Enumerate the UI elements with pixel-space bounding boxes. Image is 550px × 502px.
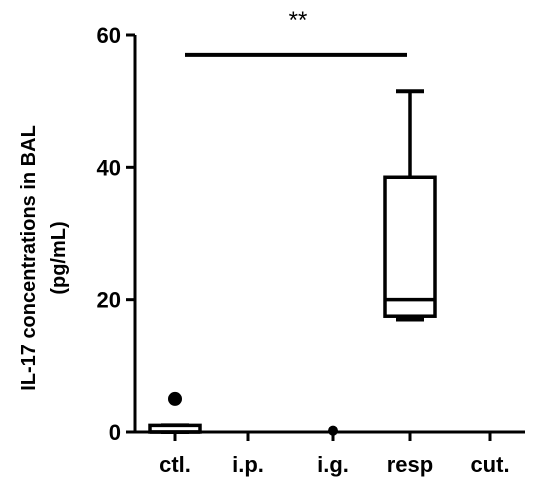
x-tick-label: resp <box>387 452 433 477</box>
y-axis-label: IL-17 concentrations in BAL (pg/mL) <box>18 125 70 391</box>
y-axis-label-line1: IL-17 concentrations in BAL <box>18 125 40 391</box>
x-tick-label: i.g. <box>317 452 349 477</box>
box-plots <box>148 89 437 436</box>
x-tick-label: ctl. <box>159 452 191 477</box>
box-ctl <box>148 391 202 434</box>
y-axis-label-line2: (pg/mL) <box>48 221 70 294</box>
box-ig <box>328 425 338 436</box>
significance-annotation: ** <box>185 7 407 57</box>
x-tick-label: i.p. <box>232 452 264 477</box>
box-body <box>383 175 437 318</box>
y-tick-label: 20 <box>97 288 121 313</box>
significance-label: ** <box>289 7 308 34</box>
box-resp <box>383 89 437 322</box>
outlier-point <box>328 425 338 436</box>
x-ticks: ctl. i.p. i.g. resp cut. <box>159 432 510 477</box>
y-ticks: 0 20 40 60 <box>97 23 135 445</box>
y-tick-label: 40 <box>97 155 121 180</box>
x-tick-label: cut. <box>470 452 509 477</box>
y-tick-label: 60 <box>97 23 121 48</box>
y-tick-label: 0 <box>109 420 121 445</box>
outlier-point <box>168 391 182 406</box>
axes <box>133 35 525 434</box>
